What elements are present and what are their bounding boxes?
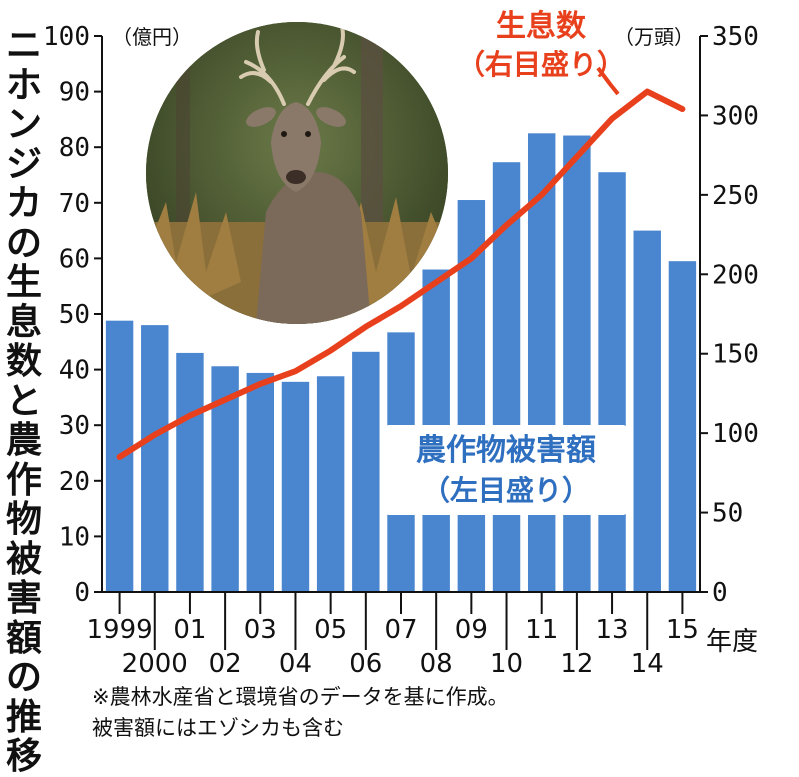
x-tick-label-row2: 10 — [490, 649, 523, 679]
right-tick-label: 50 — [712, 499, 743, 529]
x-tick-label-row1: 1999 — [87, 615, 153, 645]
x-tick-label-row1: 03 — [244, 615, 277, 645]
damage-series-label: 農作物被害額 — [416, 433, 596, 468]
left-tick-label: 40 — [59, 356, 90, 386]
bar-2000 — [141, 325, 168, 592]
left-tick-label: 90 — [59, 78, 90, 108]
x-axis-label: 年度 — [706, 627, 758, 657]
right-tick-label: 200 — [712, 260, 759, 290]
left-tick-label: 50 — [59, 300, 90, 330]
chart-canvas: 0102030405060708090100050100150200250300… — [0, 0, 799, 749]
bar-05 — [317, 376, 344, 592]
left-tick-label: 80 — [59, 133, 90, 163]
bar-14 — [634, 231, 661, 592]
bar-04 — [282, 382, 309, 592]
x-tick-label-row2: 08 — [420, 649, 453, 679]
left-tick-label: 20 — [59, 467, 90, 497]
x-tick-label-row2: 2000 — [122, 649, 188, 679]
x-tick-label-row2: 04 — [279, 649, 312, 679]
x-tick-label-row1: 05 — [314, 615, 347, 645]
x-tick-label-row2: 02 — [209, 649, 242, 679]
right-tick-label: 150 — [712, 340, 759, 370]
right-tick-label: 300 — [712, 101, 759, 131]
bar-06 — [352, 352, 379, 592]
left-tick-label: 10 — [59, 522, 90, 552]
bar-15 — [669, 261, 696, 592]
x-tick-label-row1: 01 — [173, 615, 206, 645]
left-axis-unit: （億円） — [112, 25, 192, 49]
bar-01 — [176, 353, 203, 592]
x-tick-label-row1: 11 — [525, 615, 558, 645]
right-axis-unit: （万頭） — [614, 25, 694, 49]
left-tick-label: 0 — [74, 578, 90, 608]
x-tick-label-row2: 14 — [631, 649, 664, 679]
x-tick-label-row2: 12 — [560, 649, 593, 679]
population-series-axis-note: （右目盛り） — [457, 48, 625, 81]
note-scope: 被害額にはエゾシカも含む — [92, 712, 344, 742]
x-tick-label-row1: 07 — [384, 615, 417, 645]
left-tick-label: 70 — [59, 189, 90, 219]
bar-13 — [598, 172, 625, 592]
left-tick-label: 100 — [43, 22, 90, 52]
bar-03 — [247, 373, 274, 592]
left-tick-label: 60 — [59, 244, 90, 274]
right-tick-label: 0 — [712, 578, 728, 608]
left-tick-label: 30 — [59, 411, 90, 441]
x-tick-label-row1: 15 — [666, 615, 699, 645]
note-source: ※農林水産省と環境省のデータを基に作成。 — [92, 681, 509, 711]
right-tick-label: 350 — [712, 22, 759, 52]
population-series-label: 生息数 — [496, 9, 587, 44]
right-tick-label: 100 — [712, 419, 759, 449]
damage-series-axis-note: （左目盛り） — [422, 474, 590, 507]
x-tick-label-row2: 06 — [349, 649, 382, 679]
bar-12 — [563, 136, 590, 592]
right-tick-label: 250 — [712, 181, 759, 211]
x-tick-label-row1: 09 — [455, 615, 488, 645]
x-tick-label-row1: 13 — [596, 615, 629, 645]
